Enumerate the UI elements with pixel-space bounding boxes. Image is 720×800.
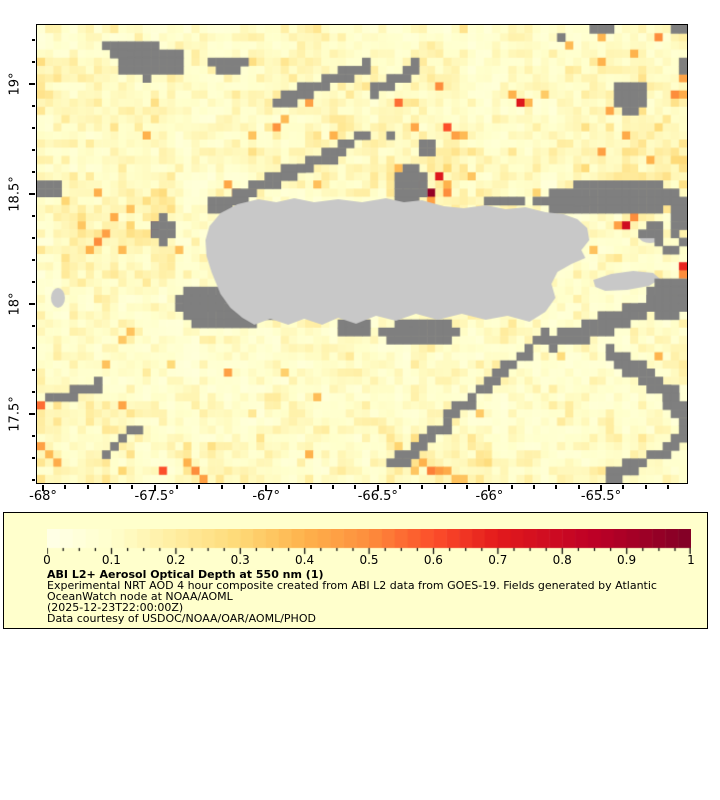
lon-minor-tick bbox=[577, 485, 580, 489]
lon-minor-tick bbox=[64, 485, 67, 489]
lon-minor-tick bbox=[198, 485, 201, 489]
map-plot-frame bbox=[36, 24, 688, 484]
lon-tick-label: -67.5° bbox=[134, 489, 175, 504]
lat-minor-tick bbox=[31, 457, 35, 459]
lon-minor-tick bbox=[510, 485, 513, 489]
lon-minor-tick bbox=[622, 485, 625, 489]
lon-minor-tick bbox=[220, 485, 223, 489]
lon-minor-tick bbox=[309, 485, 312, 489]
colorbar-tick-label: 0.6 bbox=[423, 553, 443, 567]
lon-minor-tick bbox=[666, 485, 669, 489]
lon-tick-label: -65.5° bbox=[580, 489, 622, 504]
lat-minor-tick bbox=[31, 369, 35, 371]
colorbar-tick-label: 0.4 bbox=[295, 553, 315, 567]
lat-tick-label: 18.5° bbox=[7, 176, 23, 212]
lat-minor-tick bbox=[31, 237, 35, 239]
lat-minor-tick bbox=[31, 61, 35, 63]
lat-minor-tick bbox=[31, 391, 35, 393]
lon-minor-tick bbox=[533, 485, 536, 489]
lat-minor-tick bbox=[31, 171, 35, 173]
lon-minor-tick bbox=[443, 485, 446, 489]
lat-tick-label: 18° bbox=[7, 292, 23, 316]
legend-description-line: Experimental NRT AOD 4 hour composite cr… bbox=[47, 578, 657, 592]
lat-minor-tick bbox=[31, 39, 35, 41]
lat-major-tick bbox=[29, 303, 35, 305]
lat-minor-tick bbox=[31, 479, 35, 481]
legend-timestamp: (2025-12-23T22:00:00Z) bbox=[47, 600, 184, 614]
lon-major-tick bbox=[153, 485, 156, 491]
colorbar-canvas bbox=[47, 529, 691, 555]
lat-minor-tick bbox=[31, 215, 35, 217]
colorbar-tick-label: 0.3 bbox=[230, 553, 250, 567]
aod-heatmap-canvas bbox=[37, 25, 687, 483]
colorbar-tick-label: 0.8 bbox=[552, 553, 572, 567]
legend-title: ABI L2+ Aerosol Optical Depth at 550 nm … bbox=[47, 568, 324, 581]
lat-minor-tick bbox=[31, 259, 35, 261]
lon-minor-tick bbox=[644, 485, 647, 489]
lat-major-tick bbox=[29, 83, 35, 85]
colorbar-tick-label: 0.1 bbox=[101, 553, 121, 567]
legend-text-block: ABI L2+ Aerosol Optical Depth at 550 nm … bbox=[47, 568, 657, 625]
lat-minor-tick bbox=[31, 105, 35, 107]
legend-description-line: OceanWatch node at NOAA/AOML bbox=[47, 589, 233, 603]
lon-major-tick bbox=[265, 485, 268, 491]
lon-minor-tick bbox=[354, 485, 357, 489]
lon-minor-tick bbox=[131, 485, 134, 489]
lon-tick-label: -68° bbox=[29, 489, 57, 504]
lon-minor-tick bbox=[399, 485, 402, 489]
lon-minor-tick bbox=[86, 485, 89, 489]
colorbar-tick-label: 0.9 bbox=[617, 553, 637, 567]
lat-minor-tick bbox=[31, 127, 35, 129]
lat-tick-label: 19° bbox=[7, 72, 23, 96]
lat-major-tick bbox=[29, 193, 35, 195]
colorbar-tick-label: 0 bbox=[43, 553, 51, 567]
colorbar-tick-label: 1 bbox=[687, 553, 695, 567]
colorbar-tick-label: 0.5 bbox=[359, 553, 379, 567]
lon-minor-tick bbox=[555, 485, 558, 489]
lat-tick-label: 17.5° bbox=[7, 396, 23, 432]
lat-minor-tick bbox=[31, 347, 35, 349]
lat-minor-tick bbox=[31, 149, 35, 151]
colorbar-tick-label: 0.7 bbox=[488, 553, 508, 567]
lon-major-tick bbox=[488, 485, 491, 491]
lat-minor-tick bbox=[31, 325, 35, 327]
lon-minor-tick bbox=[466, 485, 469, 489]
lon-major-tick bbox=[42, 485, 44, 491]
legend-panel: 0 0.1 0.2 0.3 0.4 0.5 0.6 0.7 0.8 0.9 1 ABI L2+ Ae… bbox=[3, 512, 708, 629]
colorbar-tick-label: 0.2 bbox=[166, 553, 186, 567]
lon-tick-label: -66° bbox=[475, 489, 504, 504]
lon-minor-tick bbox=[242, 485, 245, 489]
lat-minor-tick bbox=[31, 281, 35, 283]
lon-major-tick bbox=[600, 485, 602, 491]
lat-minor-tick bbox=[31, 435, 35, 437]
lon-minor-tick bbox=[108, 485, 111, 489]
lat-major-tick bbox=[29, 413, 35, 415]
lon-minor-tick bbox=[175, 485, 178, 489]
lon-minor-tick bbox=[287, 485, 290, 489]
lon-major-tick bbox=[376, 485, 379, 491]
lon-tick-label: -66.5° bbox=[357, 489, 398, 504]
legend-credit: Data courtesy of USDOC/NOAA/OAR/AOML/PHO… bbox=[47, 611, 316, 625]
lon-minor-tick bbox=[332, 485, 335, 489]
lon-tick-label: -67° bbox=[252, 489, 281, 504]
lon-minor-tick bbox=[421, 485, 424, 489]
